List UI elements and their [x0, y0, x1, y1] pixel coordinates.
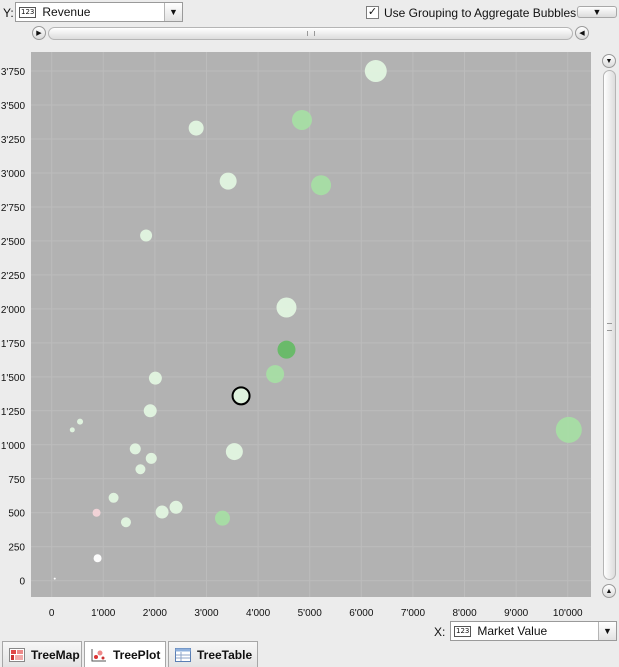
y-tick-label: 750 — [8, 475, 25, 486]
x-tick-label: 2'000 — [143, 608, 168, 619]
chevron-down-icon: ▼ — [592, 7, 602, 17]
x-tick-label: 9'000 — [504, 608, 529, 619]
numeric-type-icon: 123 — [454, 625, 472, 637]
bubble[interactable] — [364, 60, 387, 83]
bubble[interactable] — [108, 492, 119, 503]
grouping-label: Use Grouping to Aggregate Bubbles — [384, 6, 577, 20]
arrow-left-icon: ◀ — [579, 30, 585, 37]
y-tick-label: 1'000 — [1, 441, 26, 452]
arrow-down-icon: ▼ — [605, 57, 613, 65]
arrow-up-icon: ▲ — [605, 587, 613, 595]
bubble[interactable] — [311, 175, 332, 196]
y-axis-select-value: Revenue — [42, 5, 91, 19]
y-tick-label: 3'750 — [1, 67, 26, 78]
x-tick-label: 8'000 — [452, 608, 477, 619]
tab-treeplot[interactable]: TreePlot — [84, 641, 166, 667]
bubble[interactable] — [148, 371, 162, 385]
y-tick-label: 3'500 — [1, 101, 26, 112]
checkmark-icon: ✓ — [367, 6, 378, 18]
bubble[interactable] — [555, 416, 582, 443]
scroll-grip-icon — [307, 31, 315, 36]
grid-lines — [31, 52, 591, 597]
x-tick-label: 4'000 — [246, 608, 271, 619]
bubble[interactable] — [135, 464, 146, 475]
tab-treemap[interactable]: TreeMap — [2, 641, 82, 667]
arrow-right-icon: ▶ — [36, 30, 42, 37]
bubble[interactable] — [219, 172, 237, 190]
chevron-down-icon[interactable]: ▼ — [598, 622, 616, 640]
bubble[interactable] — [291, 109, 312, 130]
scroll-down-button[interactable]: ▼ — [602, 54, 616, 68]
grouping-checkbox[interactable]: ✓ — [366, 6, 379, 19]
bubble[interactable] — [155, 505, 169, 519]
y-tick-label: 250 — [8, 543, 25, 554]
tab-treetable[interactable]: TreeTable — [168, 641, 258, 667]
x-tick-label: 10'000 — [553, 608, 583, 619]
y-tick-label: 2'000 — [1, 305, 26, 316]
tab-label: TreeTable — [197, 647, 253, 662]
y-tick-label: 1'750 — [1, 339, 26, 350]
treetable-icon — [175, 647, 191, 662]
axis-ticks: 0 1'000 2'000 3'000 4'000 5'000 6'000 7'000 8'00… — [1, 67, 583, 619]
y-tick-label: 2'500 — [1, 237, 26, 248]
bubble[interactable] — [92, 508, 101, 517]
bubble[interactable] — [225, 443, 243, 461]
bubbles[interactable] — [53, 60, 582, 580]
bubble[interactable] — [214, 510, 230, 526]
y-tick-label: 2'750 — [1, 203, 26, 214]
x-tick-label: 0 — [49, 608, 55, 619]
bubble[interactable] — [77, 418, 84, 425]
vertical-scrollbar[interactable] — [603, 70, 616, 580]
bubble[interactable] — [266, 365, 285, 384]
tab-label: TreePlot — [113, 647, 161, 662]
bubble[interactable] — [276, 297, 297, 318]
bubble-selected[interactable] — [231, 386, 251, 406]
scroll-grip-icon — [607, 323, 612, 331]
y-tick-label: 2'250 — [1, 271, 26, 282]
numeric-type-icon: 123 — [19, 6, 37, 18]
horizontal-scrollbar[interactable] — [48, 27, 573, 40]
bubble[interactable] — [69, 427, 75, 433]
y-tick-label: 1'250 — [1, 407, 26, 418]
bubble[interactable] — [143, 404, 157, 418]
bubble[interactable] — [129, 443, 141, 455]
x-tick-label: 5'000 — [298, 608, 323, 619]
bubble[interactable] — [188, 120, 204, 136]
x-tick-label: 1'000 — [91, 608, 116, 619]
scroll-right-button[interactable]: ▶ — [32, 26, 46, 40]
y-tick-label: 3'250 — [1, 135, 26, 146]
plot-area[interactable] — [31, 52, 591, 597]
bubble[interactable] — [277, 340, 296, 359]
y-tick-label: 500 — [8, 509, 25, 520]
bubble[interactable] — [53, 577, 56, 580]
bubble[interactable] — [93, 554, 102, 563]
x-tick-label: 3'000 — [194, 608, 219, 619]
treeplot-icon — [91, 648, 107, 662]
x-tick-label: 6'000 — [349, 608, 374, 619]
scroll-up-button[interactable]: ▲ — [602, 584, 616, 598]
y-tick-label: 0 — [19, 577, 25, 588]
chevron-down-icon[interactable]: ▼ — [164, 3, 182, 21]
treemap-icon — [9, 647, 25, 662]
x-tick-label: 7'000 — [401, 608, 426, 619]
y-axis-label: Y: — [3, 6, 14, 20]
options-dropdown-button[interactable]: ▼ — [577, 6, 617, 18]
bubble[interactable] — [169, 500, 183, 514]
tab-label: TreeMap — [31, 647, 80, 662]
bubble[interactable] — [120, 517, 131, 528]
y-axis-select[interactable]: 123 Revenue ▼ — [15, 2, 183, 22]
x-axis-select-value: Market Value — [477, 624, 548, 638]
x-axis-select[interactable]: 123 Market Value ▼ — [450, 621, 617, 641]
bubble[interactable] — [145, 452, 157, 464]
y-tick-label: 1'500 — [1, 373, 26, 384]
scroll-left-button[interactable]: ◀ — [575, 26, 589, 40]
x-axis-label: X: — [434, 625, 446, 639]
y-tick-label: 3'000 — [1, 169, 26, 180]
bubble[interactable] — [140, 229, 153, 242]
